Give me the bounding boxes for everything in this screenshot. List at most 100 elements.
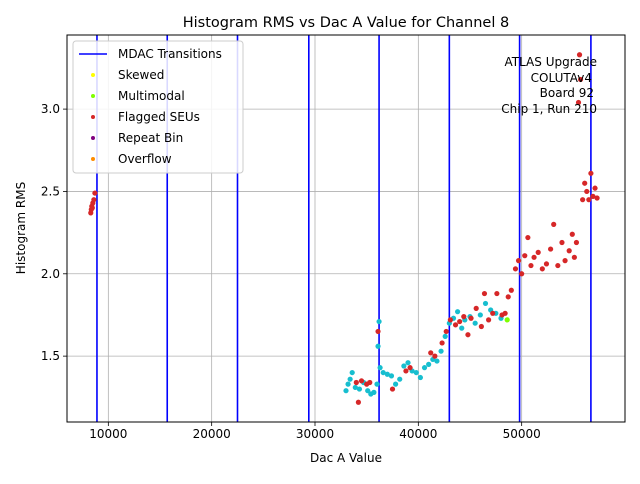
data-point bbox=[494, 290, 500, 297]
y-tick-label: 2.0 bbox=[41, 267, 60, 281]
x-tick-label: 30000 bbox=[296, 427, 334, 441]
data-point bbox=[531, 254, 537, 260]
legend-label: Overflow bbox=[118, 152, 172, 166]
x-axis-ticks: 10000 20000 30000 40000 50000 bbox=[89, 422, 541, 441]
data-point bbox=[91, 197, 97, 203]
legend-point-marker bbox=[91, 73, 95, 77]
data-point bbox=[375, 328, 381, 335]
legend-point-marker bbox=[91, 136, 95, 140]
data-point bbox=[443, 328, 449, 335]
data-point bbox=[592, 185, 598, 191]
data-point bbox=[478, 323, 484, 330]
data-point bbox=[548, 246, 554, 252]
data-point bbox=[405, 360, 411, 366]
annotation-line: Chip 1, Run 210 bbox=[501, 102, 597, 116]
data-point bbox=[559, 239, 565, 246]
data-point bbox=[89, 205, 95, 211]
annotation-line: ATLAS Upgrade bbox=[504, 55, 597, 69]
x-tick-label: 50000 bbox=[503, 427, 541, 441]
data-point bbox=[442, 333, 448, 339]
data-point bbox=[584, 188, 590, 195]
data-point bbox=[349, 369, 355, 376]
data-point bbox=[590, 193, 596, 199]
data-point bbox=[555, 262, 561, 269]
data-point bbox=[355, 399, 361, 405]
data-point bbox=[389, 386, 396, 392]
legend-label: Skewed bbox=[118, 68, 164, 82]
legend-label: Flagged SEUs bbox=[118, 110, 200, 124]
data-point bbox=[447, 317, 453, 323]
data-point bbox=[490, 310, 496, 316]
data-point bbox=[384, 371, 390, 377]
data-point bbox=[455, 309, 461, 315]
data-point bbox=[502, 310, 508, 316]
data-point bbox=[512, 266, 519, 272]
y-axis-label: Histogram RMS bbox=[14, 182, 28, 274]
data-point bbox=[365, 388, 371, 394]
data-point bbox=[472, 320, 478, 326]
data-point bbox=[505, 294, 511, 300]
data-point bbox=[575, 99, 582, 106]
data-point bbox=[566, 248, 572, 254]
data-point bbox=[367, 379, 373, 386]
data-point bbox=[403, 368, 409, 374]
y-tick-label: 1.5 bbox=[41, 349, 60, 363]
data-point bbox=[343, 388, 349, 394]
data-point bbox=[457, 318, 463, 325]
data-point bbox=[380, 369, 386, 376]
annotation-line: Board 92 bbox=[540, 86, 594, 100]
data-point bbox=[468, 315, 474, 321]
data-point bbox=[576, 52, 583, 58]
legend-label: Multimodal bbox=[118, 89, 185, 103]
data-point bbox=[515, 258, 522, 264]
data-point bbox=[580, 197, 586, 203]
data-point bbox=[551, 221, 557, 227]
legend: MDAC Transitions Skewed Multimodal Flagged … bbox=[72, 40, 244, 174]
data-point bbox=[508, 287, 514, 293]
data-point bbox=[486, 317, 492, 323]
data-point bbox=[473, 305, 479, 311]
data-point bbox=[477, 312, 483, 318]
chart-title: Histogram RMS vs Dac A Value for Channel… bbox=[183, 15, 509, 31]
x-tick-label: 40000 bbox=[399, 427, 437, 441]
data-point bbox=[439, 340, 445, 346]
data-point bbox=[569, 231, 575, 237]
data-point bbox=[519, 271, 525, 277]
data-points bbox=[88, 52, 600, 405]
data-point bbox=[461, 314, 467, 320]
data-point bbox=[539, 266, 545, 272]
data-point bbox=[525, 234, 531, 241]
y-tick-label: 2.5 bbox=[41, 184, 60, 198]
data-point bbox=[397, 376, 403, 382]
data-point bbox=[413, 369, 419, 376]
data-point bbox=[407, 365, 413, 371]
data-point bbox=[571, 254, 577, 260]
data-point bbox=[92, 190, 98, 196]
data-point bbox=[543, 261, 550, 267]
data-point bbox=[388, 373, 395, 379]
plot-frame bbox=[66, 34, 626, 423]
data-point bbox=[374, 381, 380, 387]
data-point bbox=[504, 317, 510, 323]
data-point bbox=[377, 365, 383, 371]
data-point bbox=[522, 253, 528, 259]
data-point bbox=[421, 365, 428, 371]
legend-point-marker bbox=[91, 157, 95, 161]
data-point bbox=[434, 358, 440, 364]
y-tick-label: 3.0 bbox=[41, 102, 60, 116]
data-point bbox=[352, 384, 358, 391]
legend-point-marker bbox=[91, 115, 95, 119]
legend-label: Repeat Bin bbox=[118, 131, 183, 145]
data-point bbox=[393, 381, 399, 387]
data-point bbox=[582, 180, 588, 186]
data-point bbox=[562, 258, 568, 264]
run-annotation: ATLAS Upgrade COLUTAv4 Board 92 Chip 1, … bbox=[501, 55, 597, 116]
legend-label: MDAC Transitions bbox=[118, 47, 222, 61]
data-point bbox=[594, 195, 600, 201]
data-point bbox=[588, 170, 594, 176]
data-point bbox=[482, 300, 489, 307]
data-point bbox=[358, 378, 365, 384]
data-point bbox=[535, 249, 541, 255]
